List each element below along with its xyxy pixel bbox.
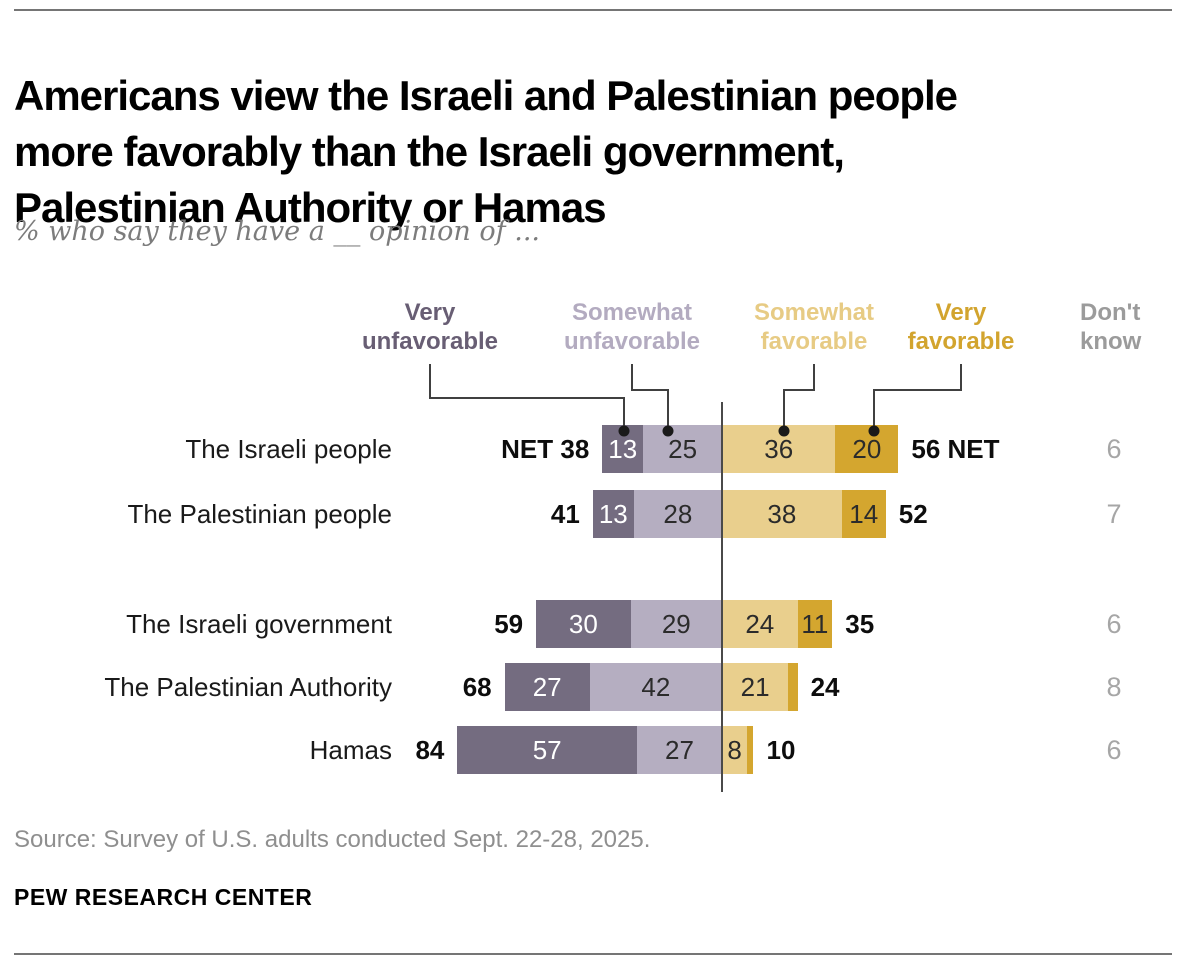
net-favorable-label: 35 (845, 609, 875, 639)
dont-know-value: 8 (1106, 672, 1122, 702)
page-title: Americans view the Israeli and Palestini… (14, 68, 1164, 236)
bar-segment-very-favorable: 14 (841, 490, 886, 538)
bar-segment-somewhat-favorable: 8 (722, 726, 748, 774)
bar-segment-very-unfavorable: 13 (602, 425, 644, 473)
bar-segment-somewhat-favorable: 38 (722, 490, 842, 538)
net-favorable-label: 24 (810, 672, 840, 702)
category-label: The Palestinian Authority (104, 672, 392, 702)
dont-know-value: 6 (1106, 609, 1122, 639)
bar-segment-very-unfavorable: 57 (457, 726, 637, 774)
legend-label-very-favorable: Very favorable (907, 299, 1015, 355)
bar-segment-somewhat-favorable: 36 (722, 425, 836, 473)
bar-segment-somewhat-unfavorable: 29 (630, 600, 722, 648)
bar-segment-very-favorable (788, 663, 798, 711)
bar-segment-somewhat-unfavorable: 27 (636, 726, 722, 774)
page-title-line-2: more favorably than the Israeli governme… (14, 128, 845, 176)
legend-connector-very-unfavorable (429, 364, 625, 428)
bar-segment-very-favorable: 20 (835, 425, 899, 473)
bar-segment-very-unfavorable: 13 (592, 490, 634, 538)
legend-connector-somewhat-unfavorable (631, 364, 669, 428)
net-unfavorable-label: 68 (462, 672, 492, 702)
dont-know-value: 7 (1106, 499, 1122, 529)
diverging-bar-chart: Very unfavorable Somewhat unfavorable Some… (14, 290, 1172, 805)
chart-subtitle: % who say they have a __ opinion of ... (14, 216, 540, 247)
bar-segment-somewhat-favorable: 21 (722, 663, 789, 711)
net-unfavorable-label: 59 (494, 609, 524, 639)
bar-segment-very-favorable: 11 (797, 600, 833, 648)
dont-know-value: 6 (1106, 434, 1122, 464)
net-unfavorable-label: 84 (415, 735, 445, 765)
legend-label-don-t-know: Don't know (1080, 299, 1142, 355)
bar-segment-very-favorable (747, 726, 754, 774)
dont-know-value: 6 (1106, 735, 1122, 765)
source-note: Source: Survey of U.S. adults conducted … (14, 826, 651, 853)
category-label: The Israeli people (185, 434, 392, 464)
legend-connector-very-favorable (873, 364, 962, 428)
brand-label: PEW RESEARCH CENTER (14, 884, 313, 910)
bar-segment-somewhat-unfavorable: 42 (589, 663, 722, 711)
category-label: The Palestinian people (127, 499, 392, 529)
page-title-line-3: Palestinian Authority or Hamas (14, 184, 607, 232)
legend-connector-somewhat-favorable (783, 364, 815, 428)
bar-segment-very-unfavorable: 30 (536, 600, 631, 648)
bottom-divider (14, 953, 1172, 955)
bar-segment-somewhat-favorable: 24 (722, 600, 798, 648)
top-divider (14, 9, 1172, 11)
net-unfavorable-label: NET 38 (501, 434, 590, 464)
net-favorable-label: 10 (766, 735, 796, 765)
bar-segment-somewhat-unfavorable: 25 (643, 425, 722, 473)
net-favorable-label: 56 NET (911, 434, 1000, 464)
category-label: The Israeli government (126, 609, 392, 639)
page-title-line-1: Americans view the Israeli and Palestini… (14, 72, 958, 120)
legend-label-somewhat-favorable: Somewhat favorable (753, 299, 875, 355)
net-unfavorable-label: 41 (550, 499, 580, 529)
legend-label-very-unfavorable: Very unfavorable (361, 299, 499, 355)
bar-segment-very-unfavorable: 27 (504, 663, 590, 711)
category-label: Hamas (309, 735, 392, 765)
bar-segment-somewhat-unfavorable: 28 (633, 490, 722, 538)
legend-label-somewhat-unfavorable: Somewhat unfavorable (563, 299, 701, 355)
net-favorable-label: 52 (898, 499, 928, 529)
